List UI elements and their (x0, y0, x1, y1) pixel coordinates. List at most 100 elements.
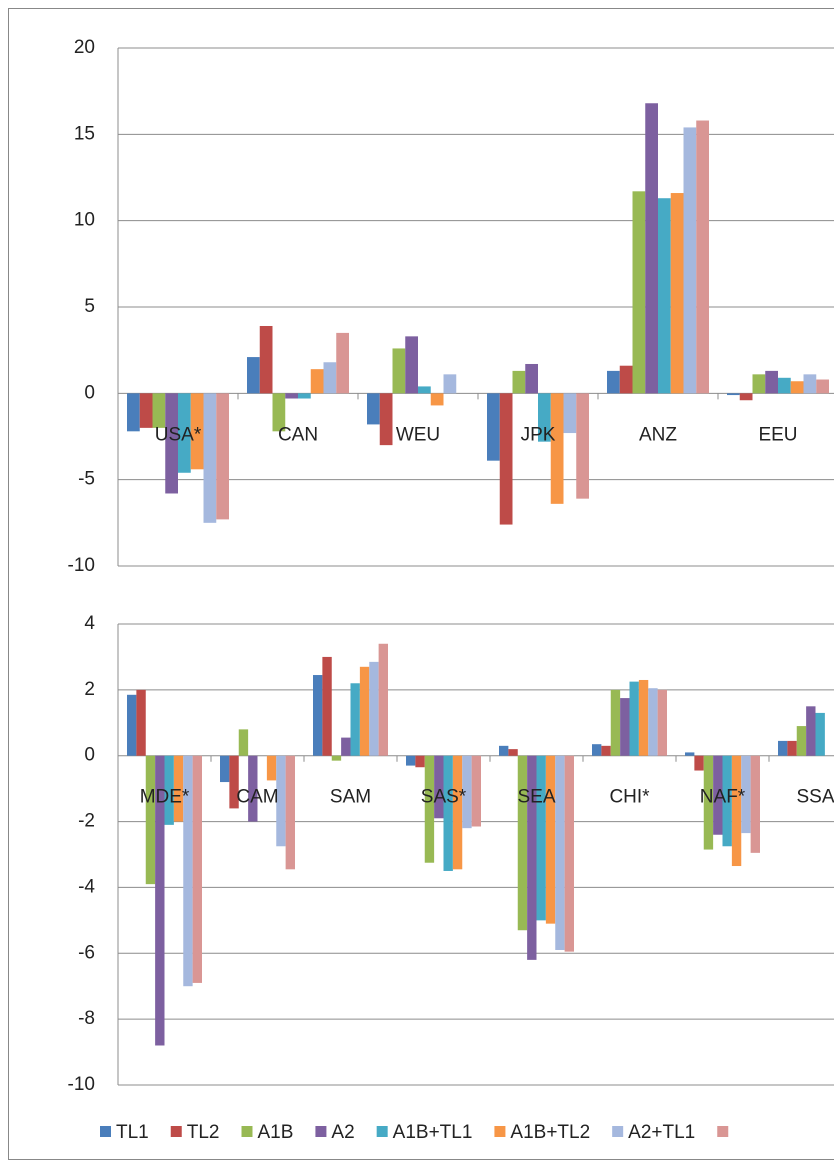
y-tick-label: -2 (78, 811, 95, 832)
bar (276, 755, 286, 847)
bar (285, 393, 298, 399)
x-tick-label: EEU (758, 424, 797, 445)
bar (139, 393, 153, 428)
legend-label: TL1 (116, 1122, 149, 1143)
bar (739, 393, 753, 401)
legend-label: A1B+TL2 (510, 1122, 590, 1143)
x-tick-label: CAM (236, 787, 278, 808)
bar (619, 365, 633, 394)
bar (778, 377, 791, 394)
y-tick-label: 15 (74, 123, 95, 144)
x-tick-label: WEU (396, 424, 440, 445)
y-tick-label: 10 (74, 210, 95, 231)
x-tick-label: SAM (330, 787, 371, 808)
bar (629, 681, 639, 756)
bar (127, 393, 140, 432)
bar (285, 755, 295, 870)
bar (731, 755, 742, 867)
bar (765, 370, 778, 394)
bar (164, 755, 174, 825)
x-tick-label: JPK (521, 424, 556, 445)
x-tick-label: USA* (155, 424, 202, 445)
bar (183, 755, 193, 987)
bar (790, 381, 804, 394)
bar (538, 393, 551, 442)
bar (379, 393, 393, 446)
y-tick-label: 5 (84, 296, 95, 317)
bar (632, 191, 646, 394)
bar (331, 755, 342, 761)
bar (727, 393, 740, 396)
bar (323, 362, 337, 394)
bar (750, 755, 760, 853)
bar (392, 348, 406, 394)
bar (145, 755, 156, 885)
bar (272, 393, 286, 432)
bar (405, 336, 418, 394)
legend-swatch (100, 1126, 111, 1137)
bar (527, 755, 537, 960)
legend-label: A1B (258, 1122, 294, 1143)
bar (536, 755, 546, 921)
bar (378, 643, 388, 756)
bar (806, 706, 816, 756)
bar (601, 745, 611, 756)
bar (350, 683, 360, 756)
legend-swatch (170, 1126, 182, 1137)
bar (741, 755, 751, 834)
x-tick-label: NAF* (700, 787, 746, 808)
bar (620, 698, 630, 756)
bar (499, 393, 513, 525)
bar (259, 325, 273, 394)
y-tick-label: -10 (68, 555, 95, 576)
y-tick-label: -10 (68, 1074, 95, 1095)
bar (424, 755, 435, 863)
bar (645, 103, 658, 394)
bar (610, 689, 621, 756)
bar (192, 755, 202, 983)
bar (696, 120, 709, 394)
bar (152, 393, 166, 428)
bar (471, 755, 481, 827)
bar (336, 332, 349, 394)
bar (190, 393, 204, 470)
bar (816, 379, 829, 394)
bar (127, 694, 137, 756)
bar (367, 393, 380, 425)
bar (563, 393, 577, 434)
bar (512, 370, 526, 394)
bar (607, 370, 620, 394)
legend-swatch (612, 1126, 624, 1137)
bar (592, 744, 602, 756)
bar (173, 755, 184, 822)
bar (238, 729, 249, 756)
bar (803, 374, 817, 394)
bar (525, 363, 538, 394)
legend-label: A2 (331, 1122, 354, 1143)
bar (576, 393, 589, 499)
legend-swatch (717, 1126, 729, 1137)
bar (638, 679, 649, 756)
x-tick-label: MDE* (140, 787, 190, 808)
bar (155, 755, 165, 1046)
x-tick-label: SSA (796, 787, 834, 808)
y-tick-label: -6 (78, 942, 95, 963)
bar (564, 755, 574, 952)
legend-swatch (315, 1126, 327, 1137)
x-tick-label: CAN (278, 424, 318, 445)
bar (415, 755, 425, 768)
bar (815, 712, 825, 756)
bar (517, 755, 528, 931)
bar (658, 198, 671, 394)
y-tick-label: -5 (78, 469, 95, 490)
bar (657, 689, 667, 756)
legend-swatch (494, 1126, 506, 1137)
bar (266, 755, 277, 781)
bar (434, 755, 444, 819)
y-tick-label: 0 (84, 382, 95, 403)
legend-label: TL2 (187, 1122, 220, 1143)
bar (165, 393, 178, 494)
y-tick-label: 20 (74, 37, 95, 58)
bar (555, 755, 565, 950)
bar (778, 740, 788, 756)
